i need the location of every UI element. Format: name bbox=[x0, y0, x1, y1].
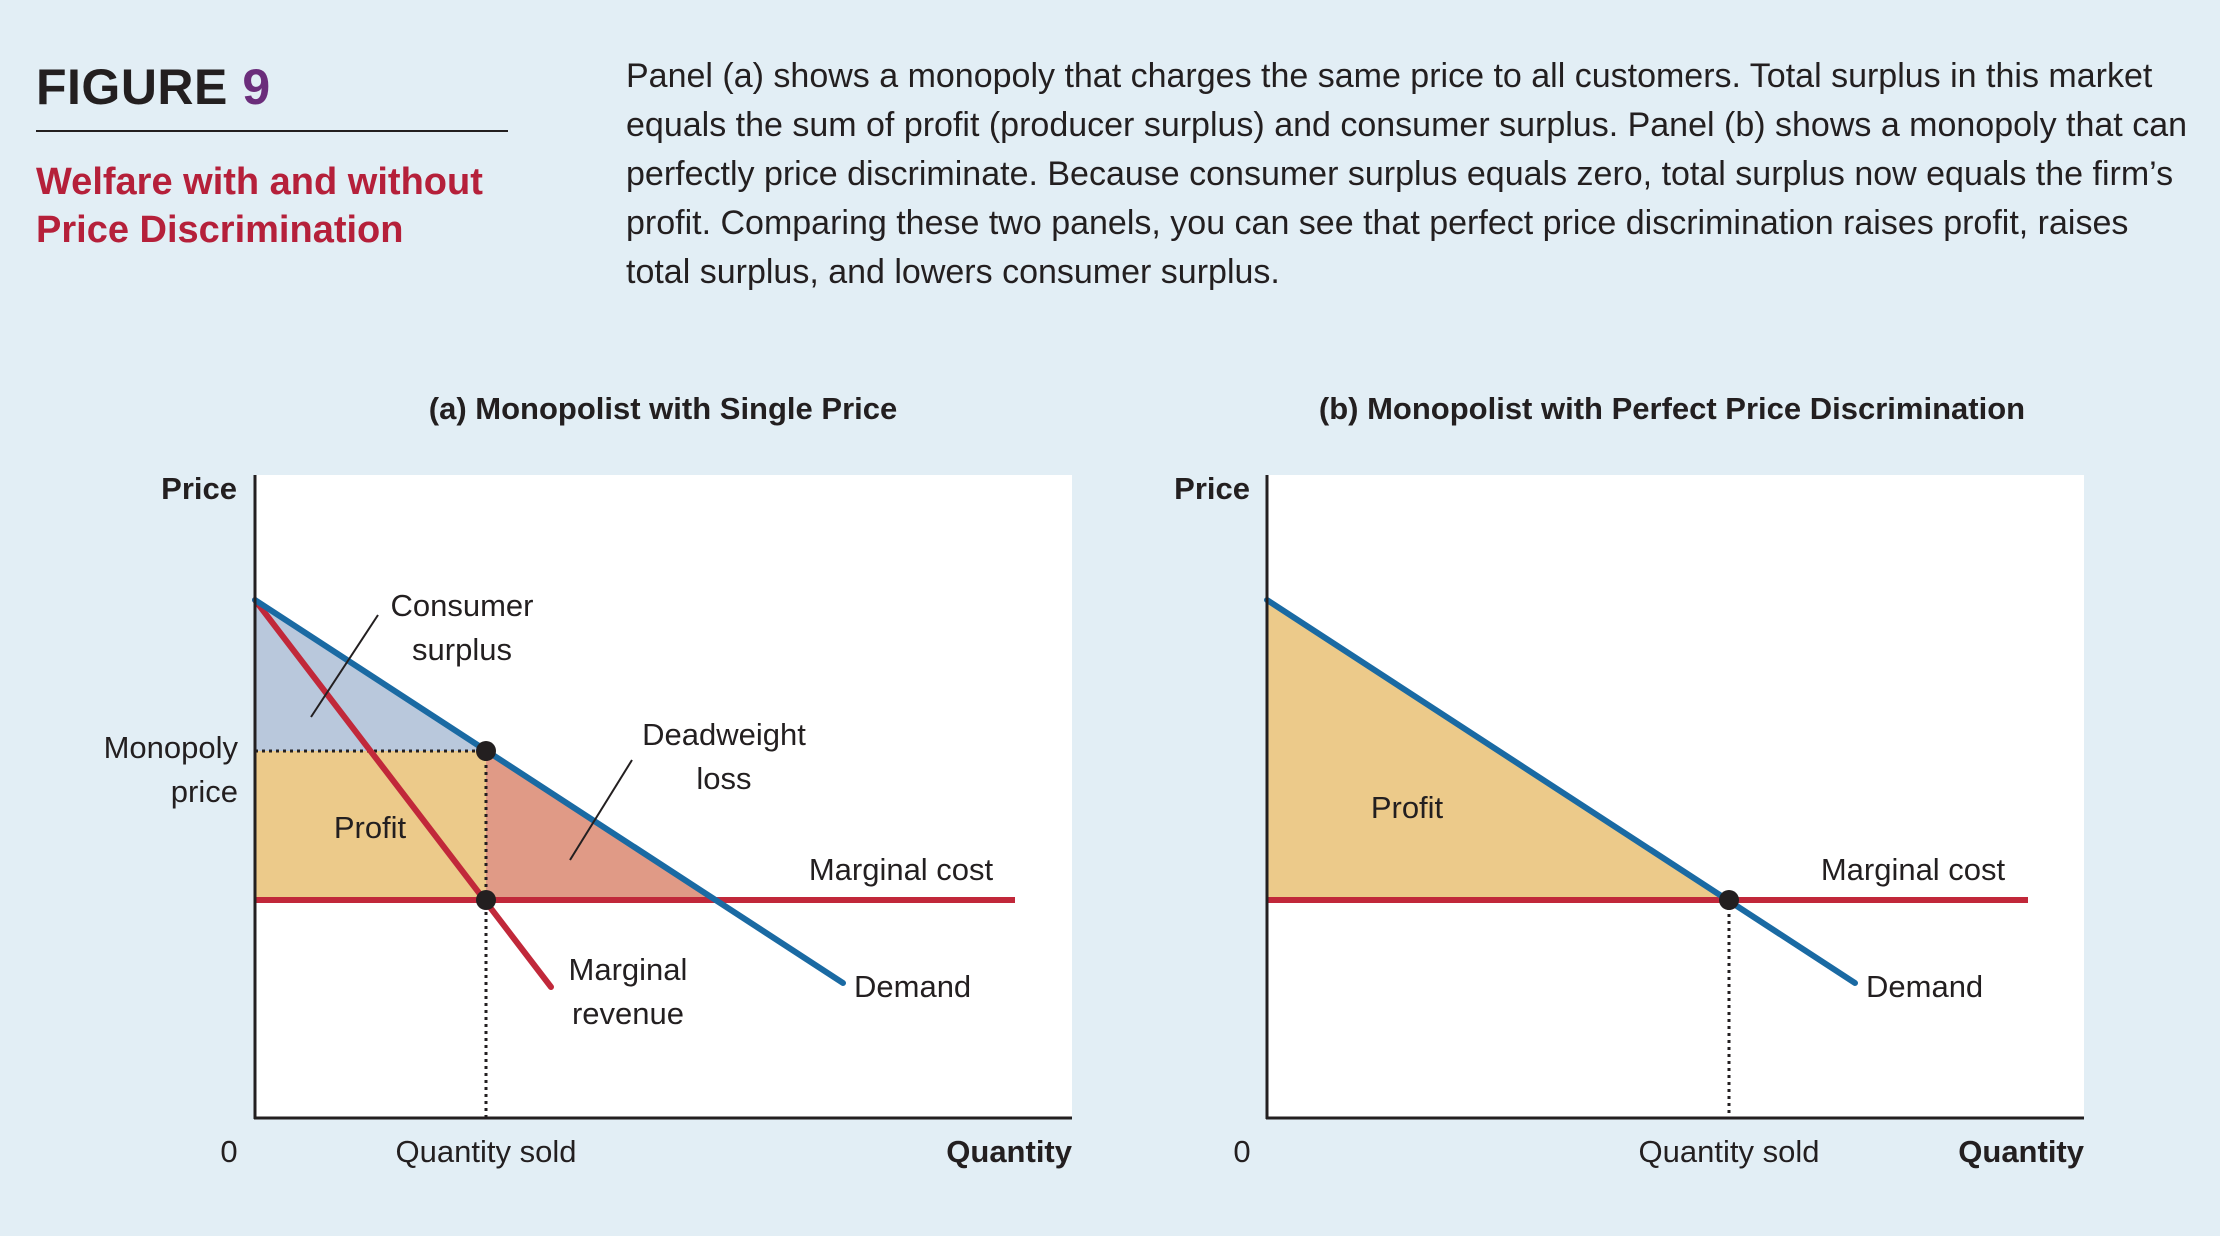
panel-b-x-axis-label: Quantity bbox=[1958, 1134, 2084, 1169]
profit-label-b: Profit bbox=[1371, 790, 1444, 825]
consumer-surplus-leader bbox=[310, 614, 379, 718]
figure-label-text: FIGURE bbox=[36, 59, 228, 115]
profit-label-a: Profit bbox=[334, 810, 407, 845]
deadweight-loss-label-line2: loss bbox=[696, 761, 751, 796]
figure-subtitle: Welfare with and without Price Discrimin… bbox=[36, 161, 483, 251]
panel-a-origin-label: 0 bbox=[220, 1134, 237, 1169]
figure-number: 9 bbox=[242, 59, 271, 115]
marginal-cost-label-b: Marginal cost bbox=[1821, 852, 2006, 887]
equilibrium-point-b bbox=[1719, 890, 1739, 910]
demand-label-b: Demand bbox=[1866, 969, 1983, 1004]
monopoly-price-label-line1: Monopoly bbox=[104, 730, 239, 765]
demand-label-a: Demand bbox=[854, 969, 971, 1004]
panel-a-y-axis-label: Price bbox=[161, 471, 237, 506]
panel-a-title: (a) Monopolist with Single Price bbox=[429, 391, 897, 426]
quantity-sold-label-b: Quantity sold bbox=[1639, 1134, 1820, 1169]
demand-line-a bbox=[252, 597, 846, 986]
demand-line-b bbox=[1264, 597, 1858, 986]
marginal-revenue-label-line1: Marginal bbox=[569, 952, 688, 987]
panel-b-y-axis-label: Price bbox=[1174, 471, 1250, 506]
mr-mc-intersection-point bbox=[476, 890, 496, 910]
deadweight-loss-leader bbox=[569, 759, 633, 861]
consumer-surplus-label-line2: surplus bbox=[412, 632, 512, 667]
quantity-sold-label-a: Quantity sold bbox=[396, 1134, 577, 1169]
panel-b-title: (b) Monopolist with Perfect Price Discri… bbox=[1319, 391, 2025, 426]
profit-area-a bbox=[255, 751, 486, 900]
marginal-cost-label-a: Marginal cost bbox=[809, 852, 994, 887]
monopoly-price-label-line2: price bbox=[171, 774, 238, 809]
panel-b: (b) Monopolist with Perfect Price Discri… bbox=[1174, 391, 2085, 1169]
deadweight-loss-label-line1: Deadweight bbox=[642, 717, 806, 752]
monopoly-outcome-point bbox=[476, 741, 496, 761]
panel-a: (a) Monopolist with Single Price bbox=[104, 391, 1073, 1169]
marginal-revenue-line bbox=[252, 597, 554, 990]
figure-divider bbox=[36, 130, 508, 132]
panel-a-x-axis-label: Quantity bbox=[946, 1134, 1072, 1169]
marginal-revenue-label-line2: revenue bbox=[572, 996, 684, 1031]
figure-label: FIGURE 9 bbox=[36, 58, 271, 116]
figure-caption: Panel (a) shows a monopoly that charges … bbox=[626, 57, 2188, 291]
consumer-surplus-label-line1: Consumer bbox=[391, 588, 534, 623]
panel-b-origin-label: 0 bbox=[1233, 1134, 1250, 1169]
